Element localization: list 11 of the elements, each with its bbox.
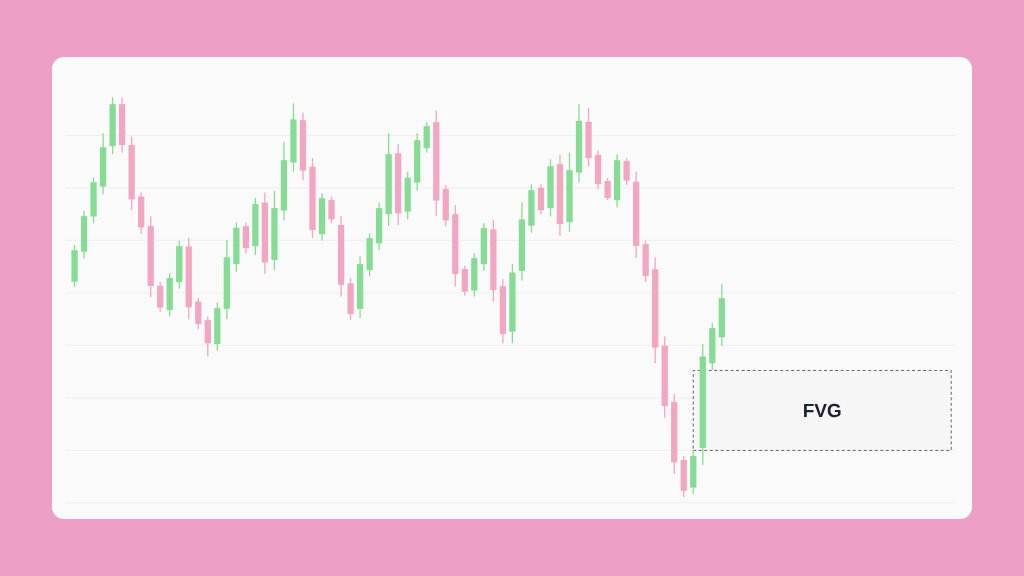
candlestick bbox=[204, 315, 211, 358]
candlestick bbox=[242, 221, 250, 254]
candlestick bbox=[623, 157, 630, 186]
candlestick bbox=[328, 195, 335, 224]
candlestick bbox=[423, 121, 430, 154]
candlestick bbox=[461, 265, 468, 297]
candlestick bbox=[195, 297, 202, 330]
band-label: FVG bbox=[804, 403, 841, 418]
candlestick bbox=[157, 281, 164, 313]
candlestick bbox=[604, 177, 611, 201]
candlestick bbox=[537, 183, 545, 215]
